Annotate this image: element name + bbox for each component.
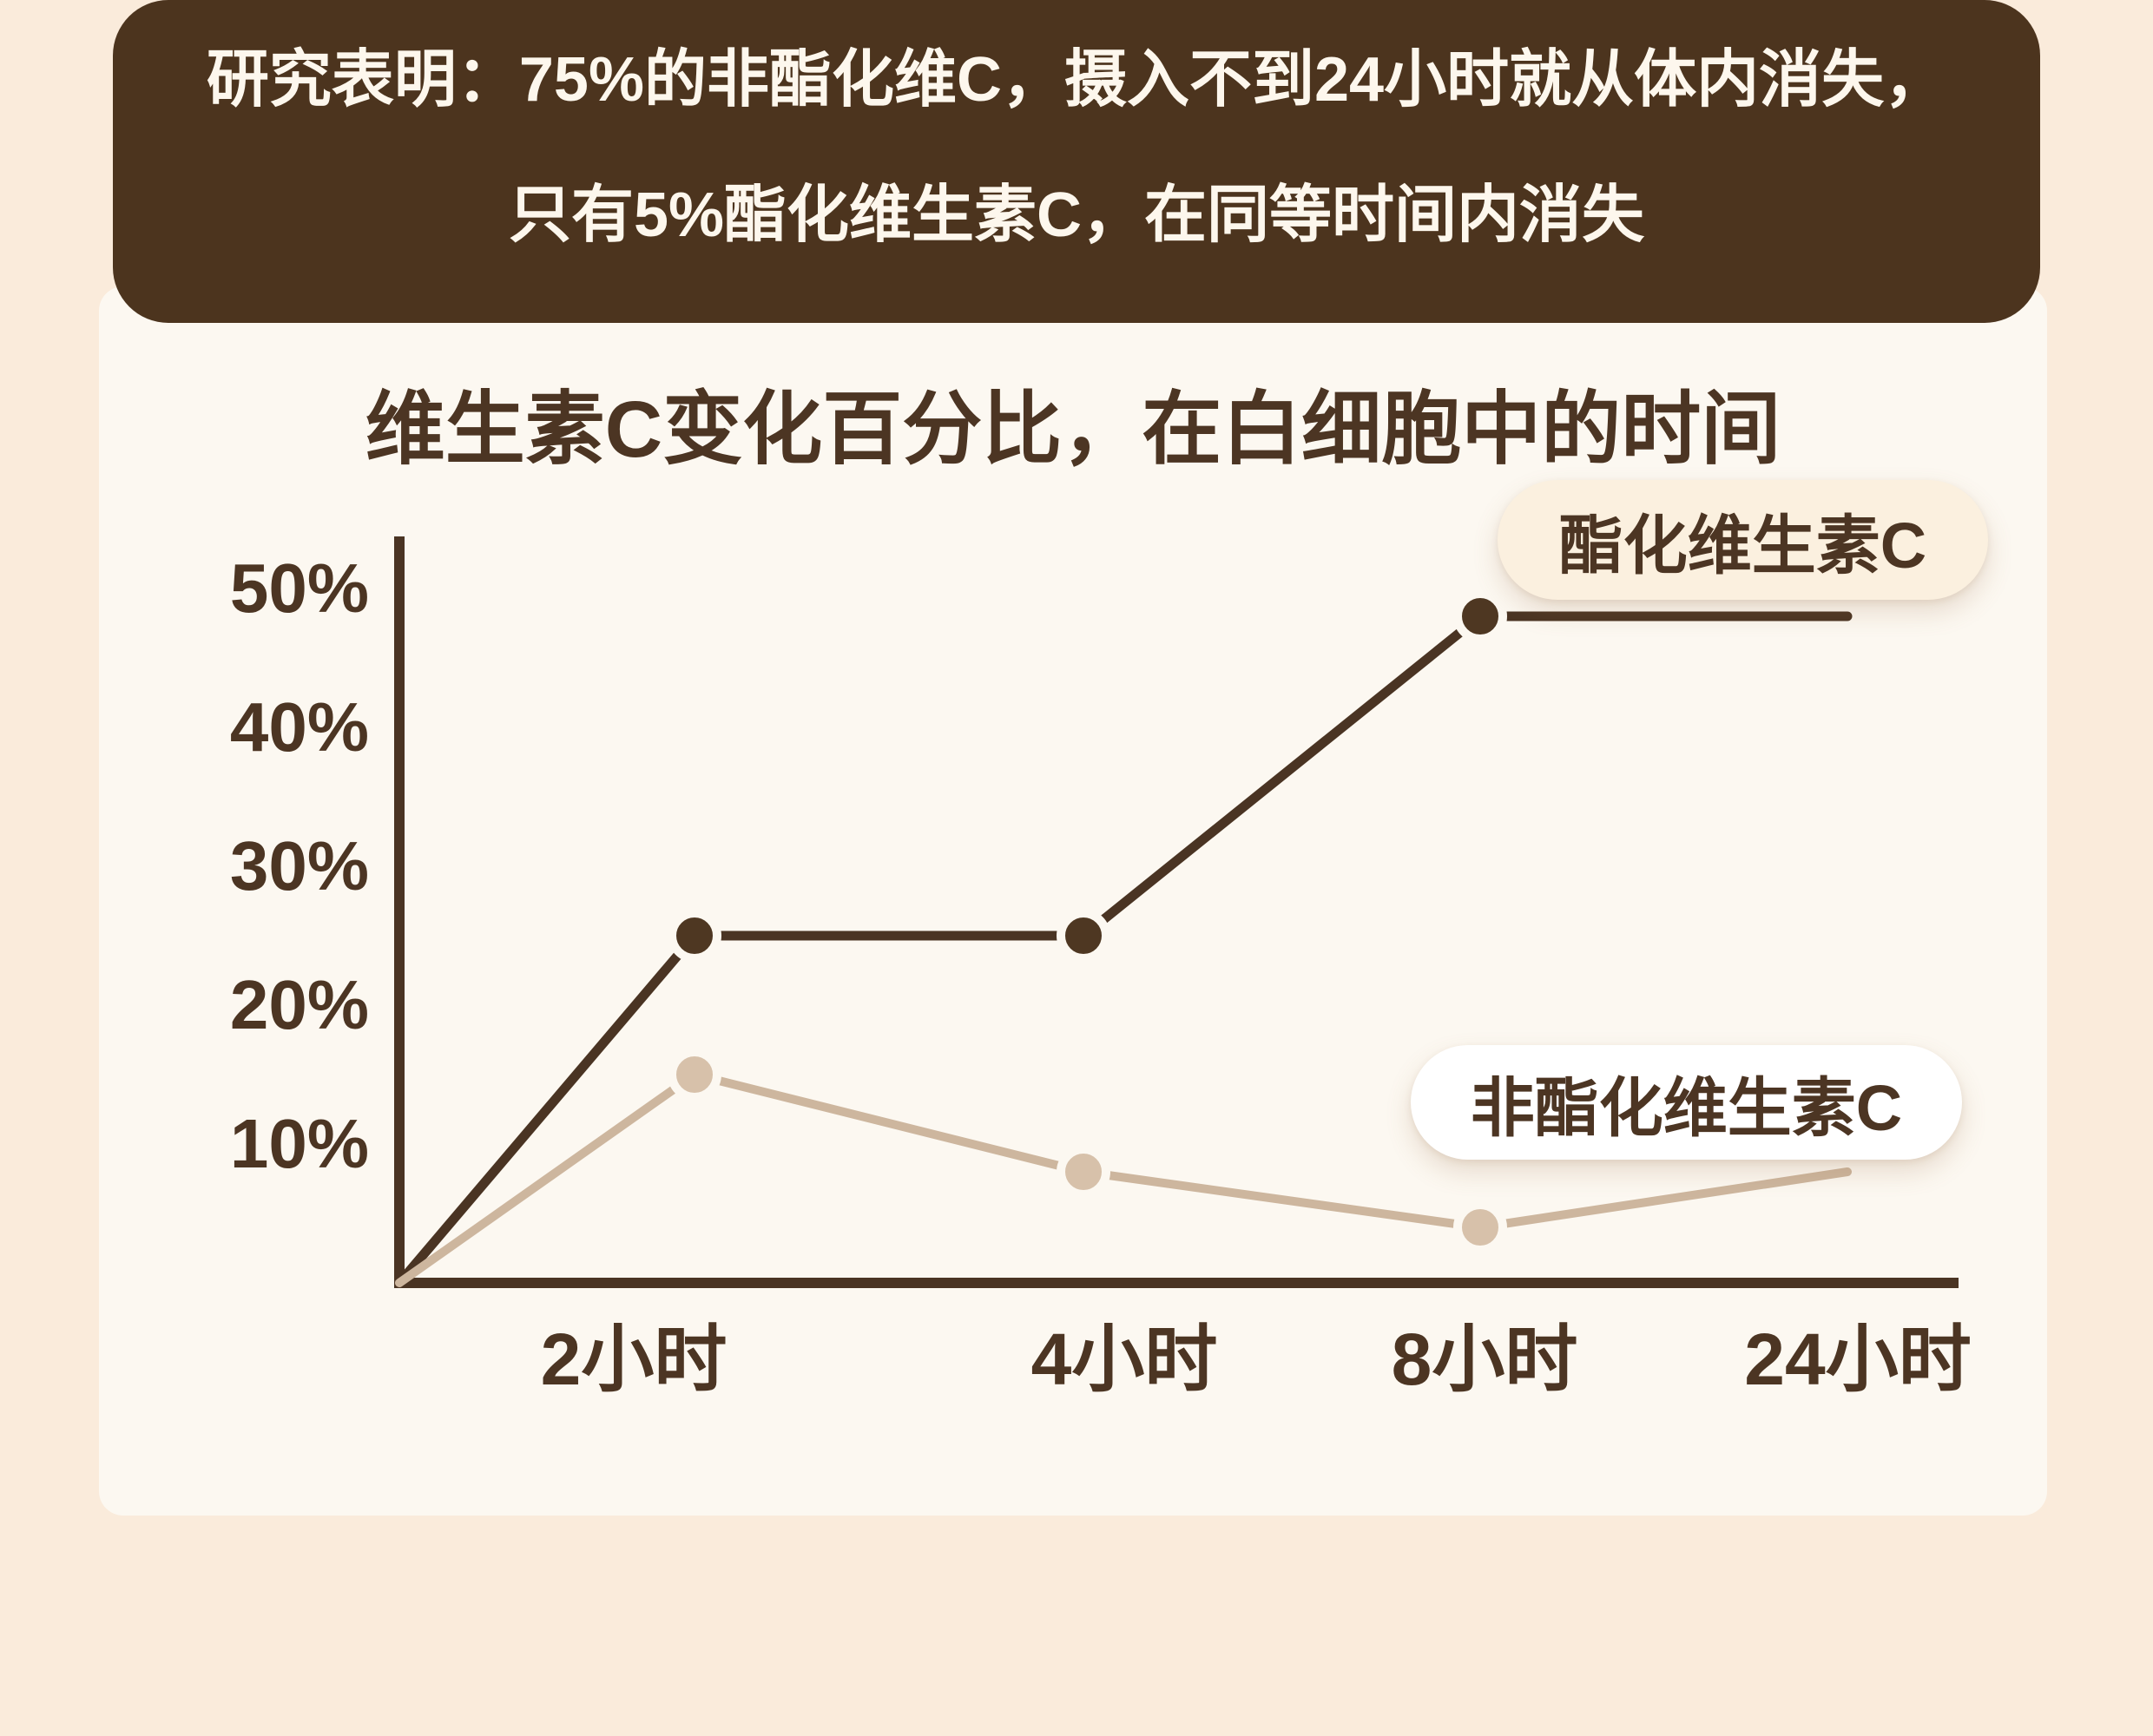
y-axis-label: 20% xyxy=(229,966,369,1043)
y-axis-label: 30% xyxy=(229,827,369,904)
data-point-0-0 xyxy=(668,909,721,963)
legend-label: 酯化维生素C xyxy=(1558,509,1927,582)
banner-text-line2: 只有5%酯化维生素C，在同等时间内消失 xyxy=(508,181,1645,250)
x-axis-label: 4小时 xyxy=(1030,1318,1218,1400)
series-line-0 xyxy=(394,611,1853,1288)
banner-text-line1: 研究表明：75%的非酯化维C，摄入不到24小时就从体内消失， xyxy=(206,45,1947,115)
y-axis-label: 40% xyxy=(229,688,369,766)
data-point-1-2 xyxy=(1453,1200,1507,1254)
chart-title: 维生素C变化百分比，在白细胞中的时间 xyxy=(365,385,1781,474)
x-axis-label: 8小时 xyxy=(1391,1318,1578,1400)
data-point-0-2 xyxy=(1453,589,1507,643)
data-point-1-0 xyxy=(668,1048,721,1101)
legend-pill-esterified: 酯化维生素C xyxy=(1498,480,1988,600)
data-point-0-1 xyxy=(1057,909,1110,963)
study-banner: 研究表明：75%的非酯化维C，摄入不到24小时就从体内消失， 只有5%酯化维生素… xyxy=(113,0,2040,323)
data-point-1-1 xyxy=(1057,1145,1110,1199)
legend-pill-non-esterified: 非酯化维生素C xyxy=(1411,1045,1962,1160)
x-axis-label: 24小时 xyxy=(1744,1318,1972,1400)
y-axis-label: 10% xyxy=(229,1105,369,1182)
legend-label: 非酯化维生素C xyxy=(1470,1071,1903,1144)
x-axis-label: 2小时 xyxy=(540,1318,728,1400)
y-axis-label: 50% xyxy=(229,549,369,627)
